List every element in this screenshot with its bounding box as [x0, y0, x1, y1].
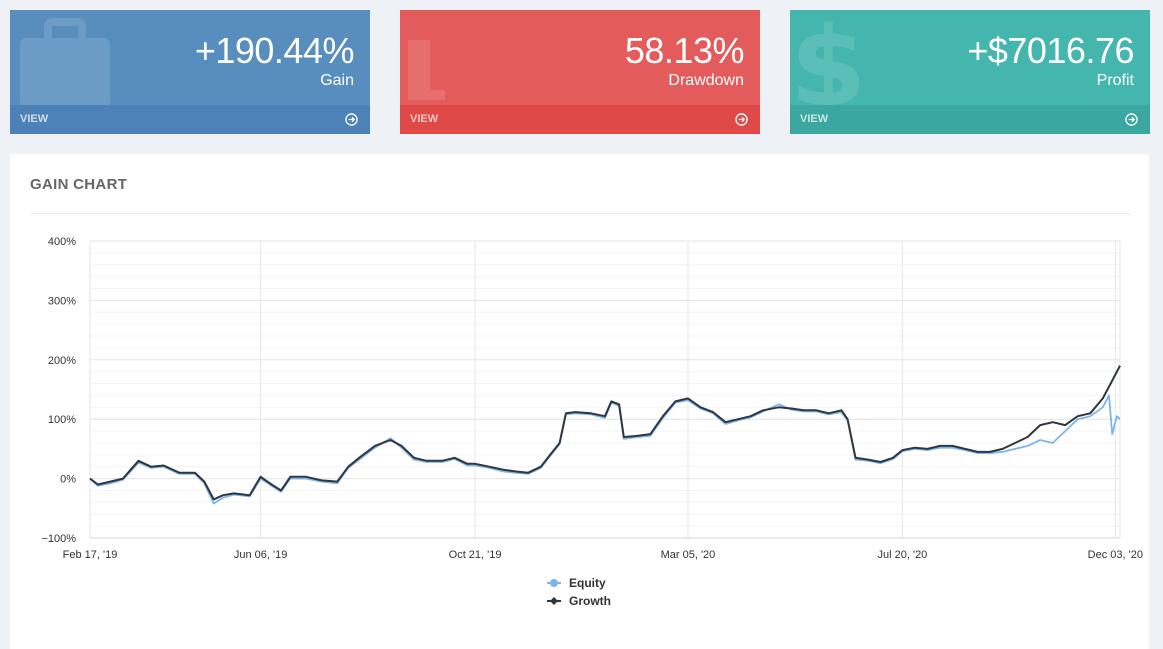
y-tick-label: 0% [60, 474, 76, 486]
y-tick-label: 200% [48, 355, 76, 367]
y-tick-label: −100% [41, 533, 76, 545]
legend-label-equity: Equity [569, 576, 606, 590]
profit-view-link[interactable]: VIEW [790, 105, 1150, 134]
gain-label: Gain [320, 72, 354, 89]
arrow-circle-right-icon [345, 113, 358, 126]
x-tick-label: Dec 03, '20 [1088, 549, 1143, 561]
svg-text:$: $ [790, 10, 867, 115]
portlet-title: GAIN CHART [30, 176, 128, 193]
gain-chart[interactable]: −100% 0% 100% 200% 300% 400% Feb 17, '19 Jun 06… [10, 154, 1149, 649]
view-label: VIEW [800, 113, 829, 125]
briefcase-icon [20, 18, 110, 108]
dollar-icon: $ [790, 10, 867, 115]
gain-chart-portlet: GAIN CHART −100% 0% 100% 200% 300% 400% Feb 17… [10, 154, 1149, 649]
y-tick-label: 100% [48, 414, 76, 426]
drawdown-card: 58.13% Drawdown VIEW [400, 10, 760, 134]
chart-bars-icon [408, 40, 445, 100]
x-tick-label: Feb 17, '19 [63, 549, 118, 561]
view-label: VIEW [410, 113, 439, 125]
x-tick-label: Oct 21, '19 [449, 549, 502, 561]
legend-marker-equity [550, 579, 558, 587]
arrow-circle-right-icon [1125, 113, 1138, 126]
profit-label: Profit [1096, 72, 1134, 89]
view-label: VIEW [20, 113, 49, 125]
legend-marker-growth [550, 597, 558, 605]
legend-label-growth: Growth [569, 594, 611, 608]
y-tick-label: 400% [48, 236, 76, 248]
drawdown-label: Drawdown [668, 72, 744, 89]
drawdown-view-link[interactable]: VIEW [400, 105, 760, 134]
gain-value: +190.44% [194, 30, 355, 71]
x-tick-label: Jun 06, '19 [234, 549, 287, 561]
x-tick-label: Jul 20, '20 [878, 549, 928, 561]
profit-card: $ +$7016.76 Profit VIEW [790, 10, 1150, 134]
growth-series-line [89, 365, 1121, 501]
profit-value: +$7016.76 [967, 30, 1134, 71]
drawdown-value: 58.13% [624, 30, 745, 71]
y-tick-label: 300% [48, 295, 76, 307]
gain-card: +190.44% Gain VIEW [10, 10, 370, 134]
x-tick-label: Mar 05, '20 [661, 549, 716, 561]
title-divider [30, 213, 1130, 214]
arrow-circle-right-icon [735, 113, 748, 126]
gain-view-link[interactable]: VIEW [10, 105, 370, 134]
